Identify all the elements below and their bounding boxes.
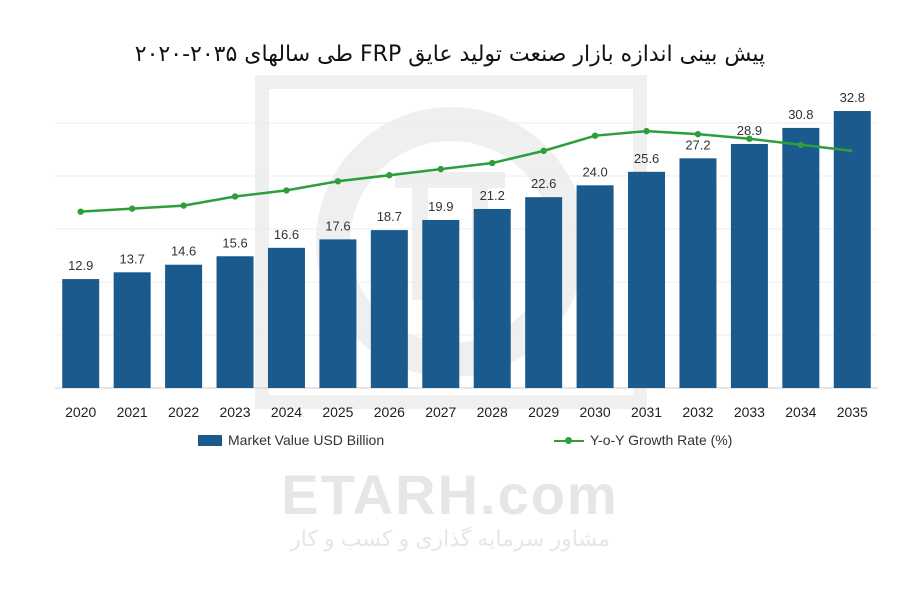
x-tick-2034: 2034 (785, 404, 816, 420)
legend-item-growth-rate: Y-o-Y Growth Rate (%) (554, 432, 732, 448)
bar-label-2024: 16.6 (274, 227, 299, 242)
x-tick-2033: 2033 (734, 404, 765, 420)
bar-2032 (679, 158, 717, 388)
bar-series (62, 111, 871, 389)
growth-point-2030 (591, 132, 599, 139)
x-tick-2032: 2032 (682, 404, 713, 420)
growth-point-2032 (694, 130, 702, 138)
x-tick-2027: 2027 (425, 404, 456, 420)
growth-point-2023 (231, 193, 239, 200)
legend-line-swatch (554, 435, 584, 446)
bar-2035 (833, 111, 871, 389)
growth-point-2027 (437, 165, 444, 173)
x-tick-2028: 2028 (477, 404, 508, 420)
bar-labels: 12.9 13.7 14.6 15.6 16.6 17.6 18.7 19.9 21.2 22.6… (68, 90, 865, 273)
bar-label-2027: 19.9 (428, 199, 453, 214)
x-tick-2029: 2029 (528, 404, 559, 420)
legend-label-growth-rate: Y-o-Y Growth Rate (%) (590, 432, 733, 448)
bar-label-2025: 17.6 (325, 218, 350, 233)
legend-bar-swatch (198, 434, 222, 446)
bar-2022 (165, 264, 203, 388)
bar-2020 (62, 279, 100, 388)
x-tick-2030: 2030 (580, 404, 611, 420)
x-tick-2022: 2022 (168, 404, 199, 420)
growth-point-2029 (540, 147, 547, 155)
growth-point-2024 (283, 187, 290, 194)
growth-point-2033 (746, 135, 753, 142)
bar-2034 (782, 127, 820, 389)
growth-line (80, 129, 853, 213)
growth-point-2020 (77, 208, 84, 215)
watermark-subtext: مشاور سرمایه گذاری و کسب و کار (290, 526, 610, 551)
bar-2021 (113, 272, 151, 388)
bar-label-2028: 21.2 (480, 188, 505, 203)
bar-label-2029: 22.6 (531, 176, 556, 191)
bar-label-2030: 24.0 (582, 164, 607, 179)
bar-label-2023: 15.6 (222, 235, 247, 250)
x-tick-2020: 2020 (65, 404, 96, 420)
x-tick-2021: 2021 (117, 404, 148, 420)
bar-label-2033: 28.9 (737, 123, 762, 138)
bar-2028 (473, 208, 511, 388)
bar-2024 (267, 247, 305, 388)
bar-label-2022: 14.6 (171, 244, 196, 259)
growth-point-2028 (489, 159, 496, 167)
growth-line-series (77, 127, 853, 215)
bar-2031 (628, 171, 666, 388)
x-tick-2026: 2026 (374, 404, 405, 420)
x-axis-ticks: 2020 2021 2022 2023 2024 2025 2026 2027 2028 2029… (65, 404, 868, 420)
x-tick-2035: 2035 (837, 404, 868, 420)
bar-label-2034: 30.8 (788, 107, 813, 122)
growth-point-2034 (797, 141, 805, 148)
x-tick-2025: 2025 (322, 404, 353, 420)
x-tick-2031: 2031 (631, 404, 662, 420)
bar-2029 (525, 197, 563, 388)
growth-point-2022 (180, 202, 187, 209)
x-tick-2023: 2023 (219, 404, 250, 420)
growth-point-2026 (386, 172, 393, 179)
growth-point-2021 (128, 205, 136, 212)
growth-point-2031 (643, 127, 650, 135)
legend: Market Value USD Billion Y-o-Y Growth Ra… (0, 428, 900, 452)
bar-2027 (422, 219, 460, 388)
growth-point-2025 (334, 178, 342, 185)
bar-label-2021: 13.7 (120, 251, 145, 266)
bar-label-2035: 32.8 (840, 90, 865, 105)
bar-label-2032: 27.2 (685, 137, 710, 152)
bar-label-2020: 12.9 (68, 258, 93, 273)
bar-label-2026: 18.7 (377, 209, 402, 224)
watermark-text: ETARH.com (281, 463, 619, 526)
bar-2030 (576, 185, 614, 388)
legend-label-market-value: Market Value USD Billion (228, 432, 385, 448)
bar-2025 (319, 239, 357, 388)
bar-2033 (730, 143, 768, 388)
legend-item-market-value: Market Value USD Billion (198, 432, 384, 448)
bar-label-2031: 25.6 (634, 151, 659, 166)
bar-2023 (216, 256, 254, 388)
bar-2026 (370, 230, 408, 388)
chart-title: پیش بینی اندازه بازار صنعت تولید عایق FR… (134, 42, 766, 67)
x-tick-2024: 2024 (271, 404, 302, 420)
